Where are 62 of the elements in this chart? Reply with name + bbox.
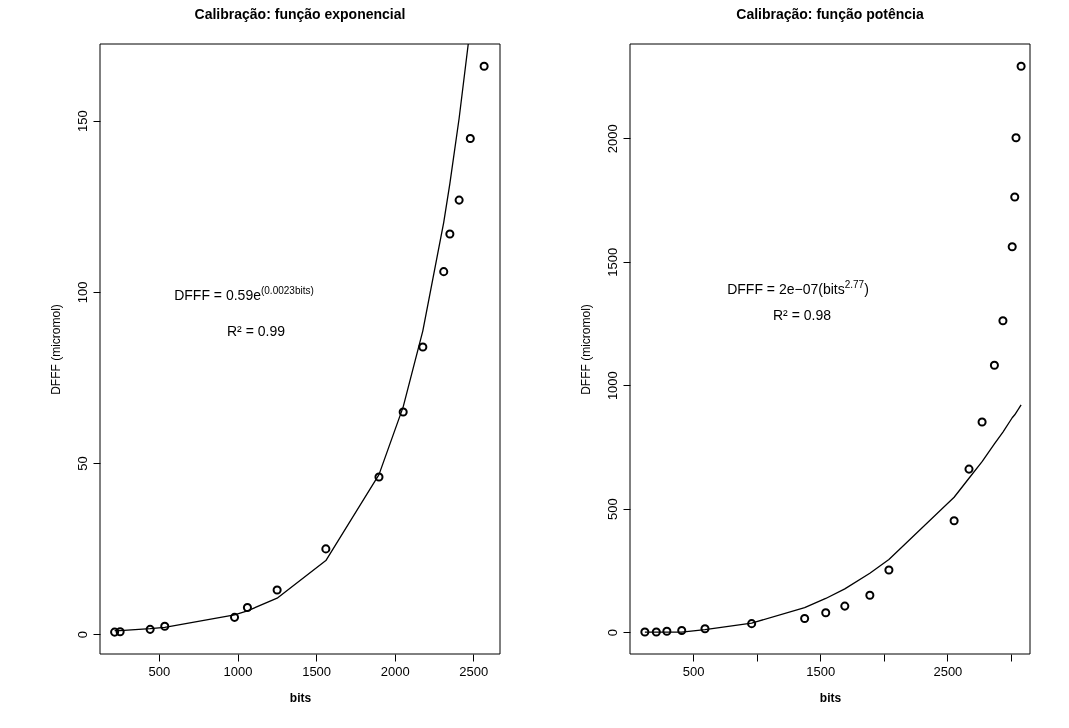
x-tick-label: 1500 — [302, 663, 332, 679]
chart-title: Calibração: função exponencial — [194, 5, 406, 22]
point — [454, 195, 464, 205]
x-tick-label: 1500 — [806, 663, 836, 679]
point — [1007, 242, 1017, 252]
point — [662, 626, 672, 636]
point — [445, 229, 455, 239]
point — [439, 267, 449, 277]
point — [230, 612, 240, 622]
x-tick-label: 2500 — [933, 663, 963, 679]
point — [949, 516, 959, 526]
point — [398, 407, 408, 417]
x-tick-label: 2500 — [459, 663, 489, 679]
point — [800, 613, 810, 623]
x-tick-label: 500 — [682, 663, 705, 679]
point — [1011, 133, 1021, 143]
line-series — [644, 404, 1022, 633]
point — [1010, 192, 1020, 202]
y-axis-title: DFFF (micromol) — [578, 304, 593, 395]
y-tick-label: 0 — [74, 631, 90, 639]
x-tick-label: 2000 — [380, 663, 410, 679]
point — [465, 133, 475, 144]
annotation: R² = 0.99 — [227, 322, 285, 339]
point — [479, 61, 489, 71]
point — [989, 360, 999, 370]
point — [747, 619, 757, 629]
y-tick-label: 1500 — [604, 247, 620, 277]
point — [115, 627, 125, 637]
point — [145, 624, 155, 634]
point — [977, 417, 987, 427]
y-axis-title: DFFF (micromol) — [48, 304, 63, 395]
point — [272, 585, 282, 595]
x-tick-label: 1000 — [223, 663, 253, 679]
point — [242, 602, 252, 612]
y-tick-label: 2000 — [604, 124, 620, 154]
point — [884, 565, 894, 575]
x-tick-label: 500 — [148, 663, 171, 679]
chart-title: Calibração: função potência — [736, 5, 924, 22]
annotation: R² = 0.98 — [773, 307, 831, 324]
y-tick-label: 150 — [74, 110, 90, 133]
point — [865, 590, 875, 600]
point — [998, 316, 1008, 326]
point — [1016, 61, 1026, 71]
y-tick-label: 50 — [74, 456, 90, 471]
annotation: DFFF = 0.59e$^{(0.0023bits)}$ — [174, 285, 314, 303]
point — [840, 601, 850, 611]
point — [651, 627, 661, 637]
annotation: DFFF = 2e−07(bits$^{2.77}$) — [727, 279, 869, 297]
point — [677, 626, 687, 636]
y-tick-label: 0 — [604, 628, 620, 637]
x-axis-title: bits — [819, 690, 842, 705]
x-axis-title: bits — [289, 690, 312, 705]
point — [821, 608, 831, 618]
point — [374, 472, 384, 482]
y-tick-label: 1000 — [604, 371, 620, 401]
y-tick-label: 100 — [74, 281, 90, 304]
point — [418, 342, 428, 352]
point — [964, 464, 974, 474]
point — [700, 624, 710, 634]
point — [160, 621, 170, 631]
y-tick-label: 500 — [604, 498, 620, 520]
point — [321, 544, 331, 554]
